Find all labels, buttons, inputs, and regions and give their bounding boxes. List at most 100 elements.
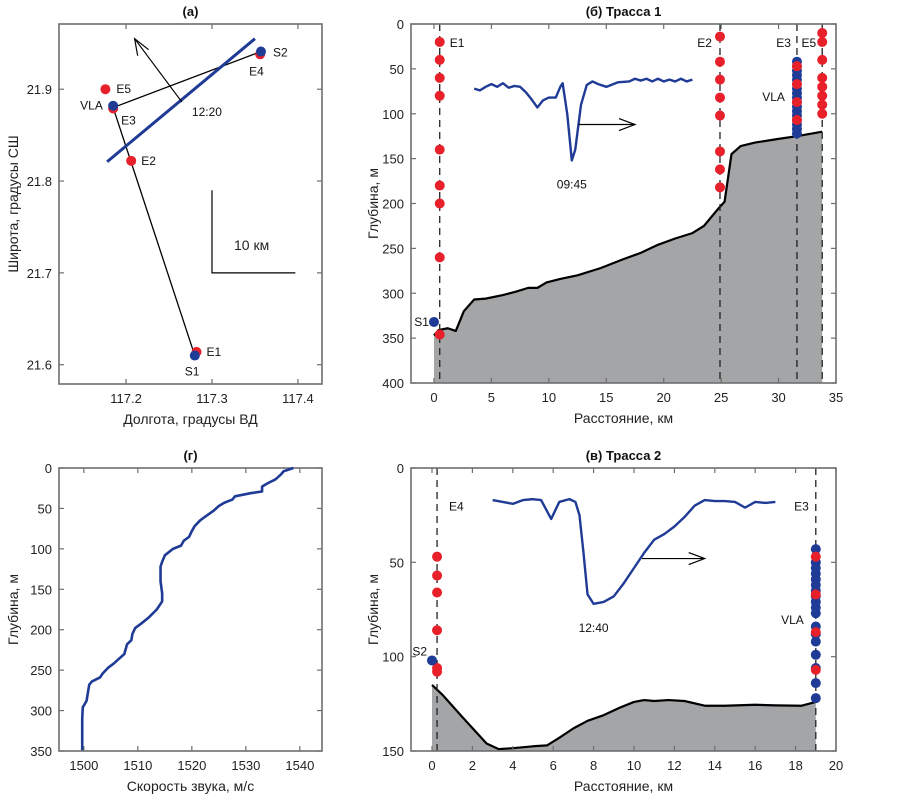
y-tick-label: 250 [30, 663, 52, 678]
receiver-point [810, 636, 821, 647]
track-1-line [112, 107, 196, 356]
axes-frame [58, 467, 323, 752]
y-tick-label: 21.8 [27, 174, 52, 189]
panel-title: (б) Трасса 1 [586, 4, 662, 19]
x-tick-label: 10 [627, 758, 641, 773]
seabed-area [432, 684, 816, 751]
x-tick-label: 1510 [123, 758, 152, 773]
station-point [810, 589, 821, 600]
x-axis-label: Долгота, градусы ВД [123, 411, 258, 427]
station-label-E3: E3 [794, 500, 809, 514]
station-point [714, 31, 725, 42]
arrow-head [688, 551, 707, 566]
station-point [714, 56, 725, 67]
y-tick-label: 21.6 [27, 358, 52, 373]
x-tick-label: 25 [714, 390, 728, 405]
station-point [714, 74, 725, 85]
y-tick-label: 50 [390, 555, 404, 570]
x-axis-label: Расстояние, км [574, 410, 673, 426]
point-E2 [126, 155, 137, 166]
propagation-arrow [134, 38, 183, 103]
y-tick-label: 150 [382, 152, 404, 167]
receiver-point [810, 678, 821, 689]
station-point [434, 72, 445, 83]
x-tick-label: 2 [469, 758, 476, 773]
x-tick-label: 12 [667, 758, 681, 773]
arrow-head [618, 117, 637, 132]
station-point [432, 551, 443, 562]
station-point [791, 61, 802, 72]
y-tick-label: 250 [382, 241, 404, 256]
y-tick-label: 400 [382, 376, 404, 391]
point-S1 [189, 350, 200, 361]
y-tick-label: 21.7 [27, 266, 52, 281]
panel-b: 0 5 10 15 20 25 30 35050100150200250300350400(б… [365, 4, 843, 426]
receiver-point [791, 128, 802, 139]
station-point [817, 99, 828, 110]
x-tick-label: 0 [430, 390, 437, 405]
x-tick-label: 20 [829, 758, 843, 773]
y-tick-label: 350 [30, 744, 52, 759]
point-label-S1: S1 [185, 365, 200, 379]
scale-bar-label: 10 км [234, 237, 269, 253]
station-point [432, 570, 443, 581]
x-tick-label: 10 [542, 390, 556, 405]
point-label-E4: E4 [249, 64, 264, 78]
station-point [434, 144, 445, 155]
x-tick-label: 1530 [231, 758, 260, 773]
x-tick-label: 1500 [69, 758, 98, 773]
station-point [817, 108, 828, 119]
x-tick-label: 15 [599, 390, 613, 405]
x-tick-label: 117.3 [196, 391, 228, 406]
y-tick-label: 150 [382, 744, 404, 759]
wave-time-label: 09:45 [557, 177, 587, 191]
y-tick-label: 100 [30, 542, 52, 557]
y-tick-label: 300 [382, 286, 404, 301]
track-2-line [112, 50, 262, 109]
station-point [432, 625, 443, 636]
point-S2 [255, 46, 266, 57]
station-point [810, 664, 821, 675]
y-axis-label: Широта, градусы СШ [5, 135, 21, 272]
station-label-E3: E3 [776, 36, 791, 50]
x-tick-label: 1540 [285, 758, 314, 773]
seabed-area [433, 131, 823, 383]
x-tick-label: 1520 [177, 758, 206, 773]
station-label-E1: E1 [450, 36, 465, 50]
wave-profile-line [473, 77, 693, 162]
station-point [434, 180, 445, 191]
station-point [714, 182, 725, 193]
source-point-S1 [428, 316, 439, 327]
panel-title: (a) [183, 4, 199, 19]
station-point [791, 115, 802, 126]
x-tick-label: 6 [550, 758, 557, 773]
wave-profile-line [492, 497, 776, 606]
point-label-VLA: VLA [80, 99, 103, 113]
station-point [817, 54, 828, 65]
x-tick-label: 0 [428, 758, 435, 773]
station-point [714, 164, 725, 175]
station-point [791, 97, 802, 108]
station-label-E5: E5 [802, 36, 817, 50]
station-point [434, 252, 445, 263]
panel-v: 0 2 4 6 8 10 12 14 16 18 20 0 50 100 150 (в) Трасса 2 Ра… [365, 448, 843, 794]
y-tick-label: 350 [382, 331, 404, 346]
station-point [714, 92, 725, 103]
point-label-S2: S2 [273, 46, 288, 60]
station-point [714, 146, 725, 157]
y-axis-label: Глубина, м [365, 574, 381, 645]
panel-a: 117.2 117.3 117.4 21.6 21.7 21.8 21.9 (a) Долгот… [5, 4, 323, 427]
x-tick-label: 14 [708, 758, 722, 773]
station-point [810, 627, 821, 638]
station-point [817, 36, 828, 47]
station-point [791, 79, 802, 90]
station-point [434, 90, 445, 101]
front-time-label: 12:20 [192, 105, 222, 119]
receiver-point [810, 649, 821, 660]
point-label-E5: E5 [116, 82, 131, 96]
station-point [810, 551, 821, 562]
station-point [434, 329, 445, 340]
x-tick-label: 8 [590, 758, 597, 773]
station-point [432, 666, 443, 677]
